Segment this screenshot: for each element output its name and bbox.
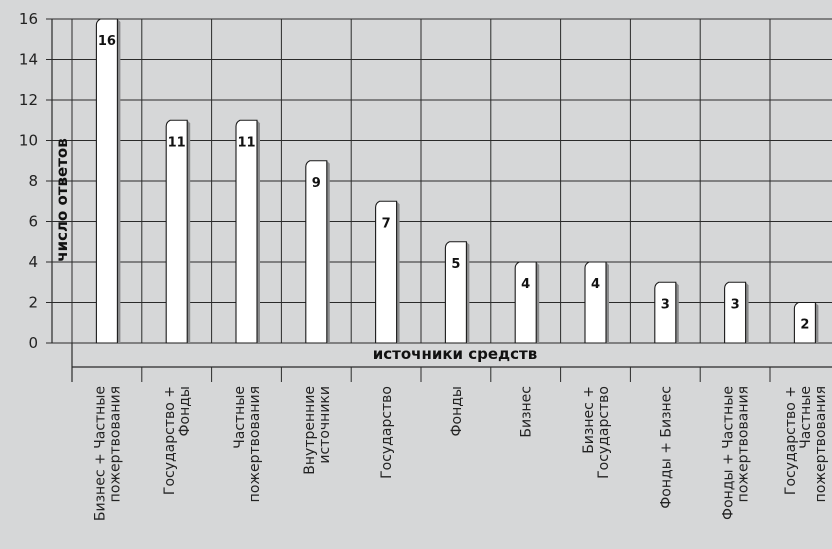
- value-labels: 16 11 11 9 7 5 4 4 3 3 2: [98, 34, 810, 333]
- value-label: 3: [661, 297, 670, 312]
- bar-shadow: [466, 241, 470, 343]
- category-label-line: Государство: [379, 386, 395, 479]
- category-labels: Бизнес + Частные пожертвования Государство…: [92, 386, 829, 521]
- category-label-line: Частные: [232, 386, 248, 449]
- bar-shadow: [675, 282, 679, 343]
- bar-shadow: [815, 302, 819, 343]
- category-label-line: Фонды: [449, 386, 465, 437]
- bar-shadow: [745, 282, 749, 343]
- y-axis-label: число ответов: [53, 138, 71, 261]
- category-label-line: Государство +: [162, 386, 178, 495]
- category-label: Государство: [379, 386, 395, 479]
- bar-shadow: [187, 120, 191, 343]
- category-label: Частные пожертвования: [232, 386, 263, 502]
- category-label-line: Внутренние: [302, 386, 318, 475]
- bars: [95, 18, 819, 344]
- bar-shadow: [117, 19, 121, 343]
- bar: [235, 119, 258, 344]
- bar: [375, 200, 398, 344]
- y-tick-label: 16: [19, 10, 38, 28]
- category-label-line: Фонды + Частные: [721, 386, 737, 520]
- y-tick-label: 2: [28, 294, 38, 312]
- y-tick-labels: 0 2 4 6 8 10 12 14 16: [19, 10, 38, 352]
- y-tick-label: 10: [19, 132, 38, 150]
- bar-shadow: [257, 120, 260, 343]
- bar: [95, 18, 118, 344]
- category-label-line: Бизнес +: [581, 386, 597, 454]
- y-tick-label: 4: [28, 253, 38, 271]
- bar-shadow: [536, 262, 540, 343]
- value-label: 2: [800, 318, 809, 333]
- category-label: Государство + Фонды: [162, 386, 193, 495]
- category-label-line: Государство +: [783, 386, 799, 495]
- y-tick-label: 6: [28, 213, 38, 231]
- bar: [514, 261, 537, 344]
- category-label: Фонды: [449, 386, 465, 437]
- category-label: Фонды + Бизнес: [658, 386, 674, 509]
- category-label: Бизнес + Частные пожертвования: [92, 386, 123, 521]
- category-label: Бизнес: [519, 386, 535, 438]
- value-label: 3: [731, 297, 740, 312]
- bar: [724, 281, 747, 344]
- grid: [46, 18, 832, 382]
- value-label: 4: [521, 277, 530, 292]
- category-label-line: источники: [317, 386, 333, 464]
- bar-shadow: [326, 160, 330, 343]
- category-label-line: Фонды + Бизнес: [658, 386, 674, 509]
- category-label-line: пожертвования: [107, 386, 123, 502]
- y-tick-label: 0: [28, 334, 38, 352]
- value-label: 9: [312, 176, 321, 191]
- bar: [584, 261, 607, 344]
- category-label: Внутренние источники: [302, 386, 333, 475]
- value-label: 16: [98, 34, 116, 49]
- category-label-line: Государство: [596, 386, 612, 479]
- category-label-line: Частные: [798, 386, 814, 449]
- bar: [444, 241, 467, 344]
- category-label-line: Бизнес + Частные: [92, 386, 108, 521]
- category-label-line: Фонды: [177, 386, 193, 437]
- value-label: 11: [237, 135, 255, 150]
- value-label: 5: [451, 257, 460, 272]
- category-label: Фонды + Частные пожертвования: [721, 386, 752, 520]
- category-label-line: пожертвования: [736, 386, 752, 502]
- bar-shadow: [606, 262, 609, 343]
- y-tick-label: 14: [19, 51, 38, 69]
- value-label: 11: [168, 135, 186, 150]
- category-label-line: пожертвования: [813, 386, 829, 502]
- y-tick-label: 12: [19, 91, 38, 109]
- category-label: Бизнес + Государство: [581, 386, 612, 479]
- category-label-line: Бизнес: [519, 386, 535, 438]
- bar-shadow: [396, 201, 400, 343]
- value-label: 7: [382, 216, 391, 231]
- category-label-line: пожертвования: [247, 386, 263, 502]
- bar: [793, 301, 816, 344]
- value-label: 4: [591, 277, 600, 292]
- bar: [165, 119, 188, 344]
- category-label: Государство + Частные пожертвования: [783, 386, 829, 502]
- bar: [305, 160, 328, 344]
- x-axis-label: источники средств: [373, 345, 537, 363]
- bar: [654, 281, 677, 344]
- y-tick-label: 8: [28, 172, 38, 190]
